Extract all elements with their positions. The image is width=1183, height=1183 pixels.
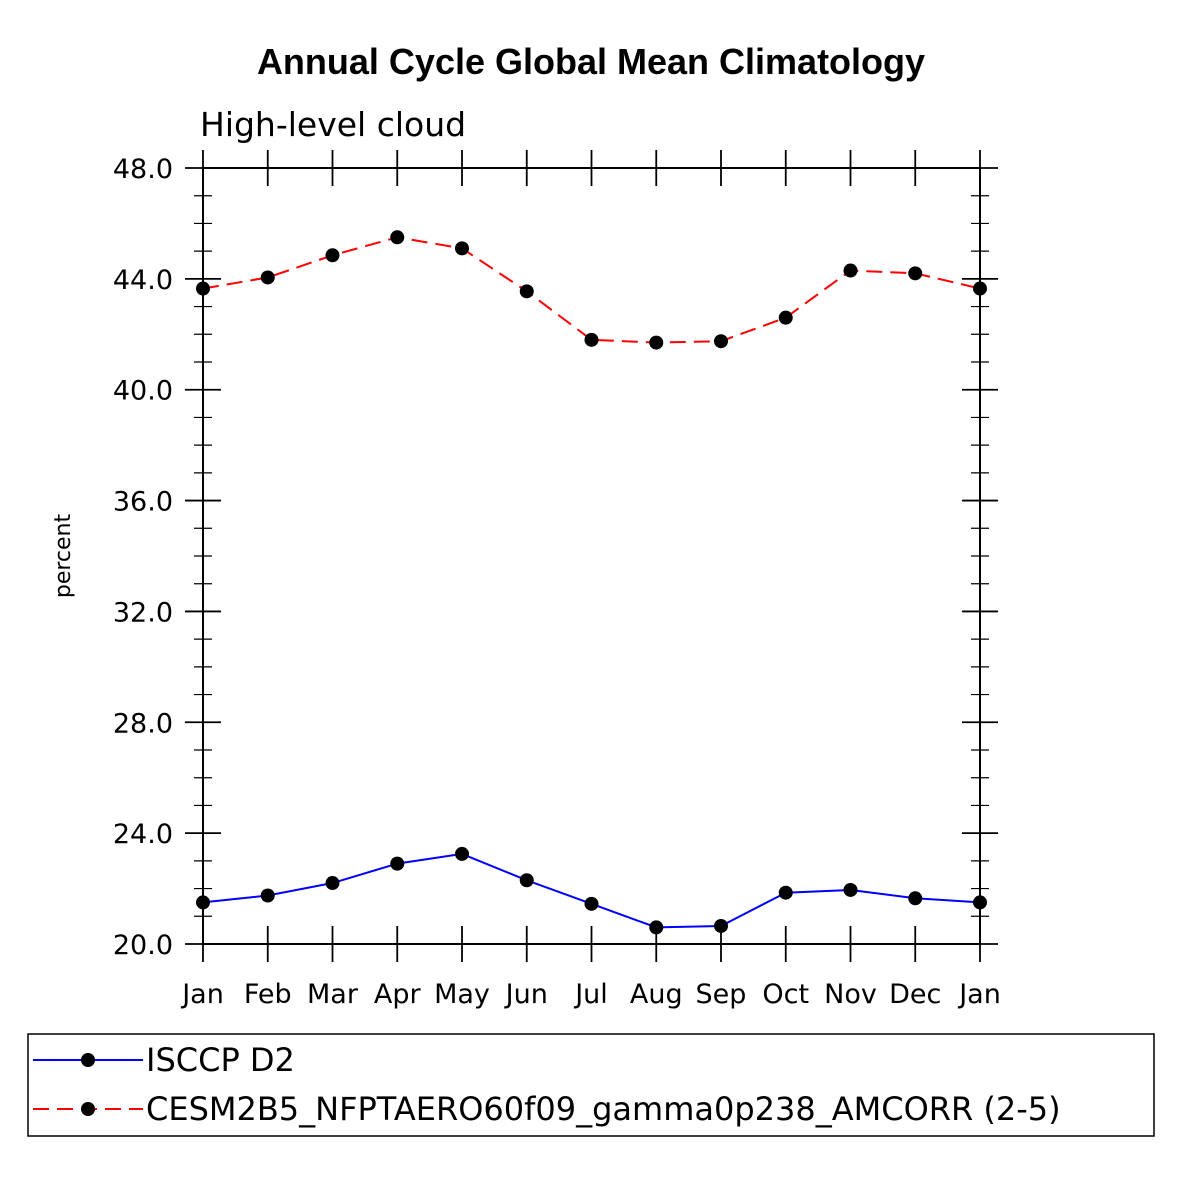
data-point (778, 310, 793, 325)
data-point (908, 266, 923, 281)
x-tick-label: Dec (889, 979, 941, 1010)
data-point (455, 241, 469, 256)
x-tick-label: May (434, 979, 490, 1010)
data-point (714, 918, 728, 933)
y-tick-label: 40.0 (113, 376, 173, 407)
legend-marker-cesm (81, 1102, 95, 1116)
data-point (455, 846, 469, 861)
chart-title: Annual Cycle Global Mean Climatology (257, 41, 925, 82)
x-tick-label: Jul (573, 979, 608, 1010)
y-tick-label: 32.0 (113, 597, 173, 628)
legend-entry-cesm: CESM2B5_NFPTAERO60f09_gamma0p238_AMCORR … (33, 1090, 1061, 1128)
data-point (390, 230, 405, 245)
x-tick-label: Jan (180, 979, 224, 1010)
data-point (325, 248, 340, 263)
data-point (778, 885, 793, 900)
y-tick-label: 36.0 (113, 487, 173, 518)
x-tick-label: Jun (504, 979, 548, 1010)
x-tick-label: Mar (307, 979, 359, 1010)
data-point (843, 882, 858, 897)
data-point (260, 888, 275, 903)
data-point (519, 873, 534, 888)
x-tick-label: Nov (824, 979, 877, 1010)
data-point (325, 876, 340, 891)
plot-frame (202, 167, 981, 945)
legend-marker-isccp (81, 1053, 95, 1067)
y-tick-label: 48.0 (113, 154, 173, 185)
y-tick-label: 20.0 (113, 930, 173, 961)
series-line (202, 852, 981, 929)
y-tick-label: 28.0 (113, 708, 173, 739)
x-tick-label: Oct (762, 979, 809, 1010)
x-tick-label: Sep (696, 979, 747, 1010)
x-tick-label: Aug (630, 979, 683, 1010)
data-point (584, 896, 599, 911)
series-cesm (196, 230, 987, 350)
legend-entry-isccp: ISCCP D2 (33, 1041, 295, 1079)
series-isccp (196, 846, 987, 935)
series-line (202, 236, 981, 344)
data-point (843, 263, 858, 278)
legend-box (27, 1033, 1155, 1137)
data-point (390, 856, 405, 871)
data-point (908, 891, 923, 906)
y-axis-label: percent (51, 513, 76, 598)
legend-label-isccp: ISCCP D2 (146, 1041, 295, 1079)
legend: ISCCP D2 CESM2B5_NFPTAERO60f09_gamma0p23… (27, 1033, 1155, 1137)
y-tick-labels: 20.0 24.0 28.0 32.0 36.0 40.0 44.0 48.0 (113, 154, 173, 961)
x-tick-label: Feb (244, 979, 292, 1010)
data-point (649, 335, 664, 350)
data-point (649, 920, 664, 935)
y-tick-label: 24.0 (113, 819, 173, 850)
x-tick-label: Apr (374, 979, 422, 1010)
series-layer (196, 230, 987, 935)
chart-subtitle: High-level cloud (200, 105, 466, 144)
y-tick-label: 44.0 (113, 265, 173, 296)
x-tick-label: Jan (957, 979, 1001, 1010)
data-point (584, 332, 599, 347)
x-tick-labels: Jan Feb Mar Apr May Jun Jul Aug Sep Oct Nov Dec Jan (180, 979, 1001, 1010)
data-point (714, 334, 728, 349)
legend-label-cesm: CESM2B5_NFPTAERO60f09_gamma0p238_AMCORR … (146, 1090, 1061, 1128)
data-point (260, 270, 275, 285)
data-point (519, 284, 534, 299)
